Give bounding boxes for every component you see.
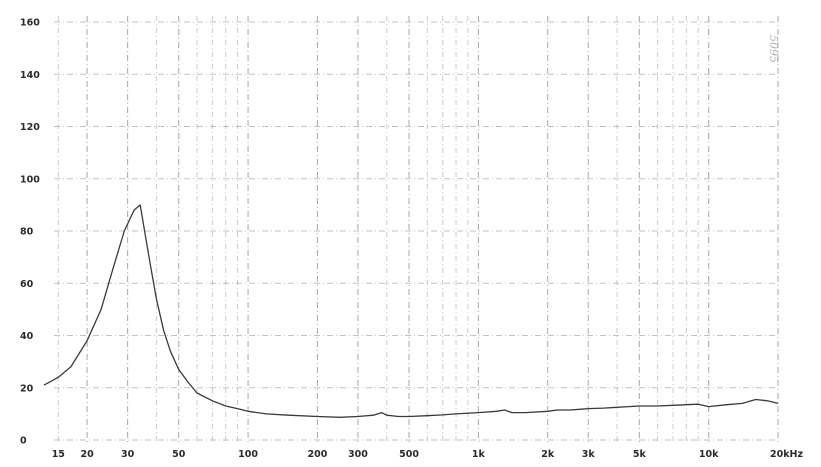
y-tick-label: 20 xyxy=(20,383,34,394)
y-tick-label: 160 xyxy=(20,18,40,29)
grid xyxy=(54,16,779,444)
tick-labels: 0 20 40 60 80 100 120 140 160 15 20 30 50 100 200 300 50… xyxy=(20,18,803,461)
series-line-0 xyxy=(43,204,779,418)
chart-annotation: 5095 xyxy=(767,35,780,63)
y-tick-label: 140 xyxy=(20,70,40,81)
x-tick-label: 15 xyxy=(52,449,65,460)
x-tick-label: 3k xyxy=(582,449,596,460)
x-tick-label: 5k xyxy=(633,449,647,460)
x-tick-label: 500 xyxy=(399,449,419,460)
x-tick-label: 10k xyxy=(699,449,719,460)
x-tick-label: 300 xyxy=(348,449,368,460)
y-tick-label: 60 xyxy=(20,279,34,290)
x-tick-label: 100 xyxy=(238,449,258,460)
x-tick-label: 20 xyxy=(80,449,94,460)
y-tick-label: 120 xyxy=(20,122,40,133)
x-tick-label: 1k xyxy=(472,449,486,460)
y-tick-label: 40 xyxy=(20,331,34,342)
x-tick-label: 2k xyxy=(541,449,555,460)
y-tick-label: 80 xyxy=(20,227,34,238)
x-tick-label: 20kHz xyxy=(770,449,803,460)
y-tick-label: 0 xyxy=(20,436,27,447)
x-tick-label: 30 xyxy=(121,449,135,460)
series-layer xyxy=(43,204,779,418)
y-tick-label: 100 xyxy=(20,174,40,185)
x-tick-label: 200 xyxy=(307,449,327,460)
x-tick-label: 50 xyxy=(172,449,186,460)
